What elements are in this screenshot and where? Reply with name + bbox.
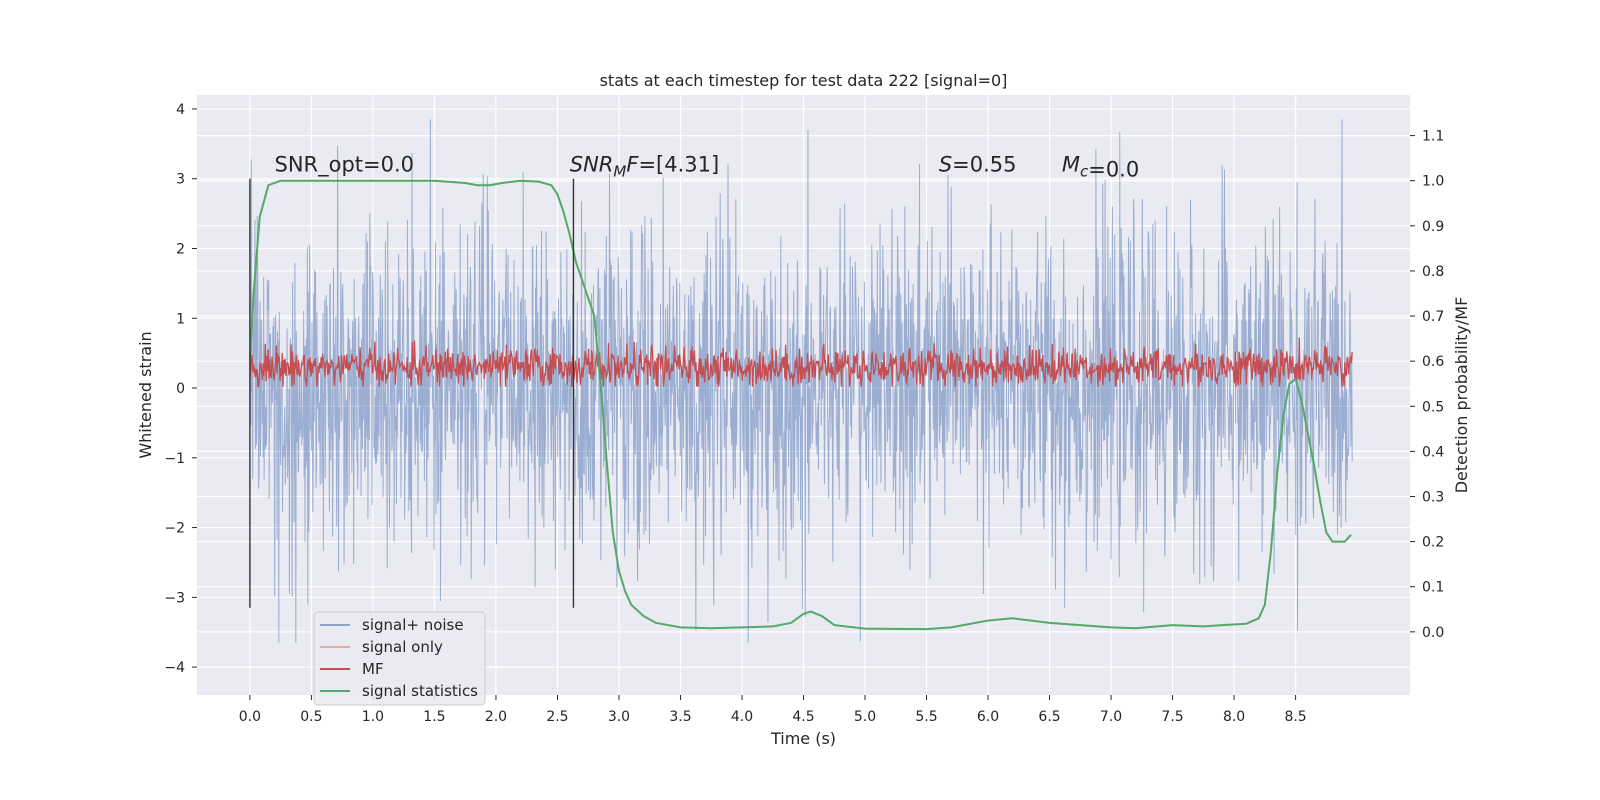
annotation-symbol: S (939, 153, 952, 177)
x-tick-label: 0.0 (239, 709, 261, 725)
y2-tick-label: 0.0 (1422, 625, 1444, 641)
y2-tick-label: 1.1 (1422, 129, 1444, 145)
y2-tick-label: 0.4 (1422, 444, 1444, 460)
legend-label: MF (362, 660, 384, 678)
legend-label: signal only (362, 638, 443, 656)
annotation-subscript: c (1080, 163, 1089, 181)
y-tick-label: −1 (164, 451, 185, 467)
legend-label: signal statistics (362, 682, 478, 700)
signal-statistics-line (248, 179, 1352, 631)
annotation: Mc=0.0 (1062, 153, 1139, 182)
annotation-value: =0.55 (952, 153, 1016, 177)
signal-noise-line (249, 119, 1353, 643)
x-tick-label: 8.0 (1223, 709, 1245, 725)
y-tick-label: −2 (164, 521, 185, 537)
x-tick-label: 7.5 (1161, 709, 1183, 725)
x-tick-label: 2.0 (485, 709, 507, 725)
y2-tick-label: 1.0 (1422, 174, 1444, 190)
y2-tick-label: 0.7 (1422, 309, 1444, 325)
x-tick-label: 6.5 (1038, 709, 1060, 725)
x-tick-label: 0.5 (300, 709, 322, 725)
y-tick-label: −4 (164, 660, 185, 676)
x-tick-label: 2.5 (546, 709, 568, 725)
y2-axis-label: Detection probability/MF (1452, 297, 1471, 494)
y-tick-label: 1 (176, 311, 185, 327)
y2-tick-label: 0.3 (1422, 490, 1444, 506)
y2-tick-label: 0.9 (1422, 219, 1444, 235)
annotations: SNR_opt=0.0 SNRMF=[4.31] S=0.55 Mc=0.0 (275, 153, 1140, 182)
series-mf (249, 337, 1353, 388)
y2-tick-labels: 1.1 1.0 0.9 0.8 0.7 0.6 0.5 0.4 0.3 0.2 0.1 0.0 (1410, 129, 1444, 641)
annotation-symbol: M (1062, 153, 1080, 177)
x-tick-label: 5.0 (854, 709, 876, 725)
annotation-symbol: SNR (570, 153, 614, 177)
x-axis-label: Time (s) (770, 729, 836, 748)
annotation-value: F (626, 153, 639, 177)
x-tick-label: 1.5 (423, 709, 445, 725)
legend-label: signal+ noise (362, 616, 464, 634)
series-signal-noise (249, 119, 1353, 643)
annotation: SNR_opt=0.0 (275, 153, 415, 178)
marker-lines (249, 178, 575, 608)
legend-box (313, 611, 486, 706)
y-tick-label: 2 (176, 241, 185, 257)
annotation: S=0.55 (939, 153, 1017, 177)
x-tick-labels: 0.0 0.5 1.0 1.5 2.0 2.5 3.0 3.5 4.0 4.5 5.0 5.5 6.0 6… (239, 695, 1307, 725)
y2-tick-label: 0.5 (1422, 399, 1444, 415)
chart-title: stats at each timestep for test data 222… (600, 71, 1008, 90)
y-axis-label: Whitened strain (136, 331, 155, 458)
x-tick-label: 5.5 (915, 709, 937, 725)
annotation-value: =[4.31] (638, 153, 719, 177)
x-tick-label: 7.0 (1100, 709, 1122, 725)
x-tick-label: 3.5 (669, 709, 691, 725)
y-tick-labels: 4 3 2 1 0 −1 −2 −3 −4 (164, 102, 197, 676)
x-tick-label: 3.0 (608, 709, 630, 725)
mf-line (249, 337, 1353, 388)
x-tick-label: 4.0 (731, 709, 753, 725)
y2-tick-label: 0.1 (1422, 580, 1444, 596)
y2-tick-label: 0.6 (1422, 354, 1444, 370)
legend: signal+ noise signal only MF signal statist… (313, 611, 486, 706)
x-tick-label: 4.5 (792, 709, 814, 725)
y-gridlines (197, 108, 1410, 668)
y-tick-label: 4 (176, 102, 185, 118)
annotation: SNRMF=[4.31] (570, 153, 719, 181)
y2-tick-label: 0.2 (1422, 535, 1444, 551)
x-tick-label: 6.0 (977, 709, 999, 725)
x-tick-label: 8.5 (1284, 709, 1306, 725)
y-tick-label: 3 (176, 172, 185, 188)
annotation-value: =0.0 (1088, 158, 1139, 182)
series-signal-statistics (248, 179, 1352, 631)
annotation-subscript: M (613, 163, 626, 181)
y-tick-label: 0 (176, 381, 185, 397)
y2-tick-label: 0.8 (1422, 264, 1444, 280)
y-tick-label: −3 (164, 590, 185, 606)
x-tick-label: 1.0 (362, 709, 384, 725)
